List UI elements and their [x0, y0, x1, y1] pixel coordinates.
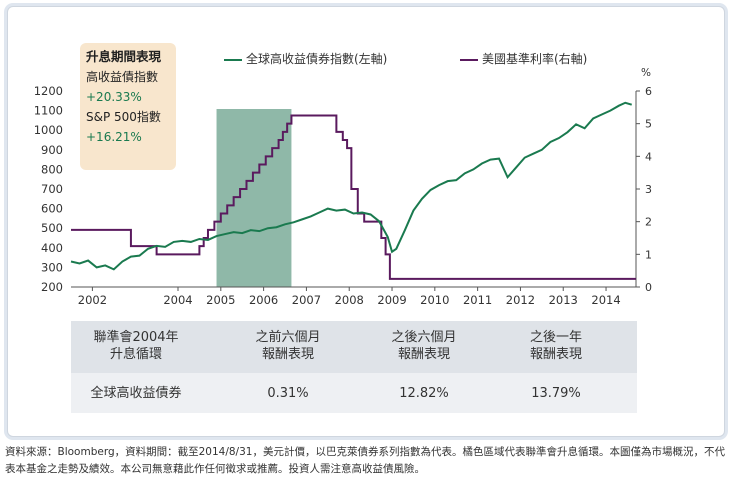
rate-hike-shaded-area: [217, 109, 292, 287]
legend-label-high-yield: 全球高收益債券指數(左軸): [246, 52, 387, 66]
x-tick-label: 2004: [163, 293, 192, 307]
right-y-tick-label: 1: [645, 248, 652, 261]
callout-value-sp500: +16.21%: [86, 127, 176, 147]
table-cell-before-6m: 0.31%: [223, 385, 353, 402]
table-header-before-6m-text: 之前六個月 報酬表現: [255, 330, 320, 362]
left-y-tick-label: 700: [41, 182, 63, 196]
table-header-after-1y: 之後一年 報酬表現: [491, 329, 621, 363]
source-footnote: 資料來源：Bloomberg，資料期間：截至2014/8/31，美元計價，以巴克…: [5, 444, 727, 478]
right-y-tick-label: 0: [645, 281, 652, 294]
right-y-tick-label: 4: [645, 150, 652, 163]
x-tick-label: 2002: [78, 293, 107, 307]
x-tick-label: 2008: [335, 293, 364, 307]
left-y-tick-label: 800: [41, 162, 63, 176]
x-tick-label: 2012: [506, 293, 535, 307]
table-header-after-6m-text: 之後六個月 報酬表現: [391, 330, 456, 362]
callout-value-high-yield: +20.33%: [86, 87, 176, 107]
table-header-cycle: 聯準會2004年 升息循環: [71, 329, 201, 363]
left-y-tick-label: 1000: [34, 123, 63, 137]
right-y-tick-label: 2: [645, 216, 652, 229]
callout-label-high-yield: 高收益債指數: [86, 67, 176, 87]
right-y-tick-label: 5: [645, 118, 652, 131]
legend-item-high-yield: 全球高收益債券指數(左軸): [224, 51, 387, 67]
left-y-tick-label: 500: [41, 221, 63, 235]
legend-swatch-purple: [460, 59, 478, 61]
callout-title: 升息期間表現: [86, 47, 176, 67]
left-y-tick-label: 400: [41, 241, 63, 255]
table-header-before-6m: 之前六個月 報酬表現: [223, 329, 353, 363]
right-y-tick-label: 6: [645, 85, 652, 98]
legend-label-fed-rate: 美國基準利率(右軸): [482, 52, 587, 66]
left-y-tick-label: 300: [41, 260, 63, 274]
x-tick-label: 2014: [591, 293, 620, 307]
table-cell-after-1y: 13.79%: [491, 385, 621, 402]
left-y-tick-label: 1200: [34, 84, 63, 98]
legend-swatch-green: [224, 59, 242, 61]
rate-hike-callout: 升息期間表現 高收益債指數 +20.33% S&P 500指數 +16.21%: [80, 43, 176, 170]
table-cell-after-6m: 12.82%: [359, 385, 489, 402]
x-tick-label: 2009: [377, 293, 406, 307]
callout-label-sp500: S&P 500指數: [86, 107, 176, 127]
x-tick-label: 2006: [249, 293, 278, 307]
x-tick-label: 2007: [292, 293, 321, 307]
left-y-tick-label: 1100: [34, 104, 63, 118]
left-y-tick-label: 600: [41, 202, 63, 216]
table-header-after-1y-text: 之後一年 報酬表現: [530, 330, 582, 362]
left-y-tick-label: 900: [41, 143, 63, 157]
table-cell-asset: 全球高收益債券: [71, 385, 201, 402]
table-header-cycle-text: 聯準會2004年 升息循環: [93, 330, 178, 362]
performance-table: 聯準會2004年 升息循環 之前六個月 報酬表現 之後六個月 報酬表現 之後一年…: [71, 321, 637, 413]
x-tick-label: 2013: [549, 293, 578, 307]
x-tick-label: 2005: [206, 293, 235, 307]
left-y-tick-label: 200: [41, 280, 63, 294]
x-tick-label: 2011: [463, 293, 492, 307]
right-y-tick-label: 3: [645, 183, 652, 196]
x-tick-label: 2010: [420, 293, 449, 307]
table-header-after-6m: 之後六個月 報酬表現: [359, 329, 489, 363]
legend-item-fed-rate: 美國基準利率(右軸): [460, 51, 587, 67]
right-axis-unit: %: [641, 67, 651, 79]
